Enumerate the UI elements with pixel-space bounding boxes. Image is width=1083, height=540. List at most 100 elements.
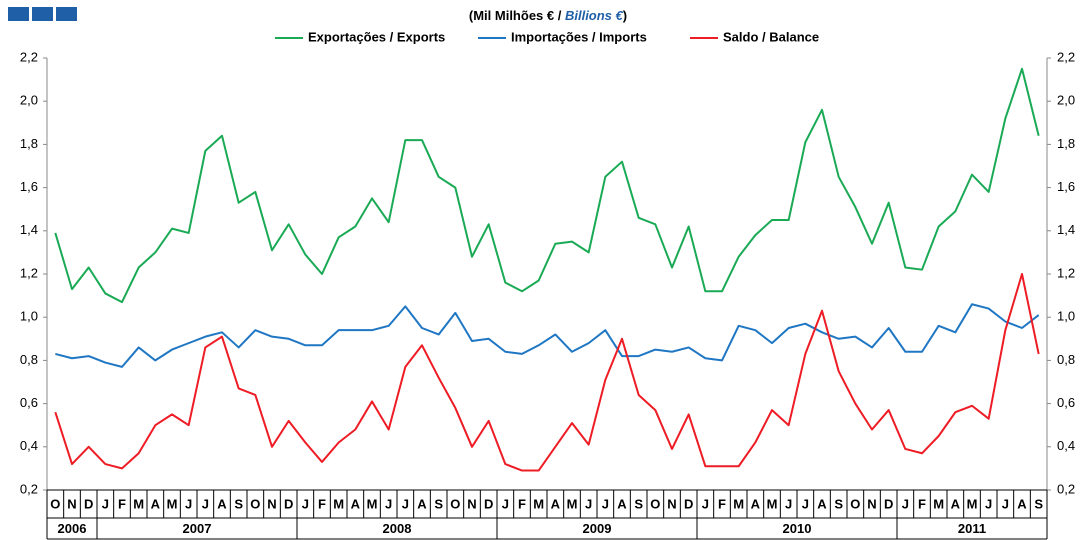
y-tick-label: 0,8 [20,352,38,367]
x-tick-label: N [667,496,676,511]
x-tick-label: A [151,496,161,511]
x-tick-label: F [718,496,726,511]
x-tick-label: O [850,496,860,511]
x-tick-label: M [367,496,378,511]
year-label: 2011 [958,521,986,536]
x-tick-label: N [467,496,476,511]
x-tick-label: N [67,496,76,511]
x-tick-label: F [118,496,126,511]
x-tick-label: A [1017,496,1027,511]
x-tick-label: O [250,496,260,511]
data-line [55,303,1040,368]
x-tick-label: A [751,496,761,511]
year-label: 2008 [383,521,412,536]
x-tick-label: M [733,496,744,511]
x-tick-label: F [518,496,526,511]
x-tick-label: J [202,496,209,511]
data-line [54,67,1040,304]
y-tick-label: 2,0 [20,93,38,108]
logo-block [32,7,53,21]
year-label: 2007 [183,521,212,536]
year-label: 2006 [58,521,87,536]
y-tick-label: 0,2 [20,481,38,496]
x-tick-label: J [1002,496,1009,511]
x-tick-label: N [267,496,276,511]
y2-tick-label: 0,8 [1057,352,1075,367]
x-tick-label: J [402,496,409,511]
x-tick-label: J [185,496,192,511]
logo-block [56,7,77,21]
x-tick-label: J [802,496,809,511]
x-tick-label: A [817,496,827,511]
legend-label: Exportações / Exports [308,29,445,44]
y-tick-label: 2,2 [20,49,38,64]
y-tick-label: 1,2 [20,265,38,280]
y-tick-label: 1,6 [20,179,38,194]
y-tick-label: 1,0 [20,309,38,324]
x-tick-label: A [351,496,361,511]
y-tick-label: 0,6 [20,395,38,410]
x-tick-label: M [533,496,544,511]
x-tick-label: J [502,496,509,511]
legend-label: Saldo / Balance [723,29,819,44]
logo-block [8,7,29,21]
x-tick-label: D [884,496,893,511]
chart-title: (Mil Milhões € / Billions €) [469,8,627,23]
y2-tick-label: 1,8 [1057,136,1075,151]
x-tick-label: M [767,496,778,511]
y2-tick-label: 1,0 [1057,309,1075,324]
x-tick-label: D [84,496,93,511]
x-tick-label: J [385,496,392,511]
title-part: ) [623,8,627,23]
x-tick-label: J [785,496,792,511]
x-tick-label: M [133,496,144,511]
y2-tick-label: 2,2 [1057,49,1075,64]
y2-tick-label: 1,6 [1057,179,1075,194]
data-line [54,273,1040,472]
legend-label: Importações / Imports [511,29,647,44]
x-tick-label: J [985,496,992,511]
x-tick-label: J [902,496,909,511]
y2-tick-label: 0,2 [1057,481,1075,496]
x-tick-label: J [102,496,109,511]
x-tick-label: M [967,496,978,511]
title-part: Billions € [565,8,624,23]
y-tick-label: 0,4 [20,438,38,453]
x-tick-label: M [933,496,944,511]
x-tick-label: S [1034,496,1043,511]
x-tick-label: J [602,496,609,511]
x-tick-label: O [650,496,660,511]
y2-tick-label: 1,2 [1057,265,1075,280]
x-tick-label: D [284,496,293,511]
y2-tick-label: 0,6 [1057,395,1075,410]
x-tick-label: N [867,496,876,511]
x-tick-label: A [417,496,427,511]
x-tick-label: F [318,496,326,511]
year-label: 2010 [783,521,812,536]
x-tick-label: M [333,496,344,511]
x-tick-label: M [167,496,178,511]
x-tick-label: D [484,496,493,511]
x-tick-label: O [450,496,460,511]
y2-tick-label: 1,4 [1057,222,1075,237]
x-tick-label: D [684,496,693,511]
x-tick-label: A [617,496,627,511]
title-part: (Mil Milhões € / [469,8,565,23]
x-tick-label: F [918,496,926,511]
y-tick-label: 1,4 [20,222,38,237]
y-tick-label: 1,8 [20,136,38,151]
x-tick-label: J [702,496,709,511]
x-tick-label: O [50,496,60,511]
x-tick-label: A [551,496,561,511]
x-tick-label: S [434,496,443,511]
y2-tick-label: 2,0 [1057,93,1075,108]
y2-tick-label: 0,4 [1057,438,1075,453]
x-tick-label: M [567,496,578,511]
year-label: 2009 [583,521,612,536]
x-tick-label: J [585,496,592,511]
x-tick-label: S [634,496,643,511]
x-tick-label: S [834,496,843,511]
x-tick-label: J [302,496,309,511]
x-tick-label: A [217,496,227,511]
